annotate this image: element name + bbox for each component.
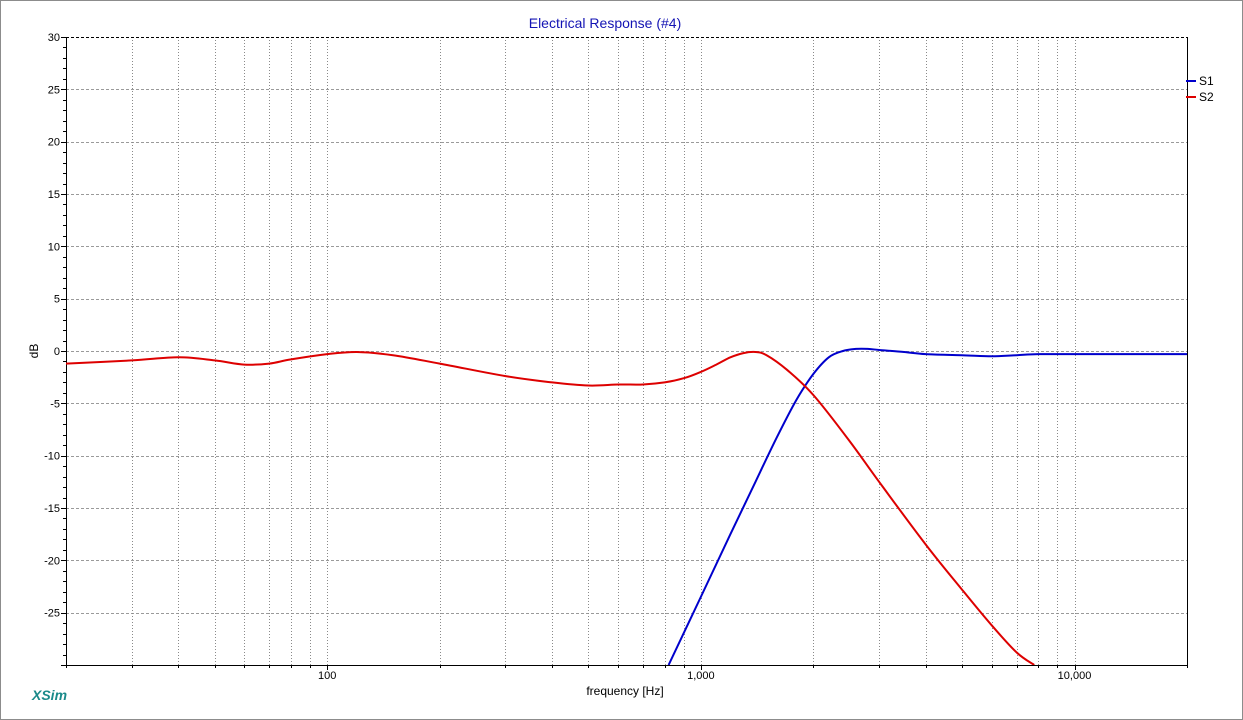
y-tick-label: 10	[48, 241, 60, 253]
y-tick-label: -20	[44, 555, 60, 567]
y-tick-label: -25	[44, 608, 60, 620]
legend-label-s2: S2	[1199, 90, 1214, 104]
y-tick-label: -15	[44, 503, 60, 515]
y-tick-label: -10	[44, 451, 60, 463]
y-tick-label: 15	[48, 189, 60, 201]
y-tick-label: 25	[48, 84, 60, 96]
y-axis-ticks: 30 25 20 15 10 5 0 -5 -10 -15 -20 -25	[44, 32, 66, 666]
y-tick-label: 30	[48, 32, 60, 44]
y-tick-label: 5	[54, 294, 60, 306]
x-tick-label: 100	[318, 670, 336, 682]
grid-lines	[66, 37, 1187, 665]
legend-label-s1: S1	[1199, 74, 1214, 88]
xsim-logo: XSim	[32, 687, 68, 703]
x-tick-label: 10,000	[1058, 670, 1092, 682]
y-axis-label: dB	[27, 344, 41, 359]
y-tick-label: -5	[50, 398, 60, 410]
series-line-s1	[667, 347, 1187, 665]
y-tick-label: 0	[54, 346, 60, 358]
y-tick-label: 20	[48, 137, 60, 149]
x-axis-label: frequency [Hz]	[586, 684, 663, 698]
chart-title: Electrical Response (#4)	[529, 15, 682, 31]
x-tick-label: 1,000	[687, 670, 715, 682]
plot-border	[66, 37, 1188, 666]
x-axis-ticks: 100 1,000 10,000	[66, 665, 1188, 682]
series-line-s2	[66, 350, 1035, 665]
series-lines	[66, 347, 1187, 665]
